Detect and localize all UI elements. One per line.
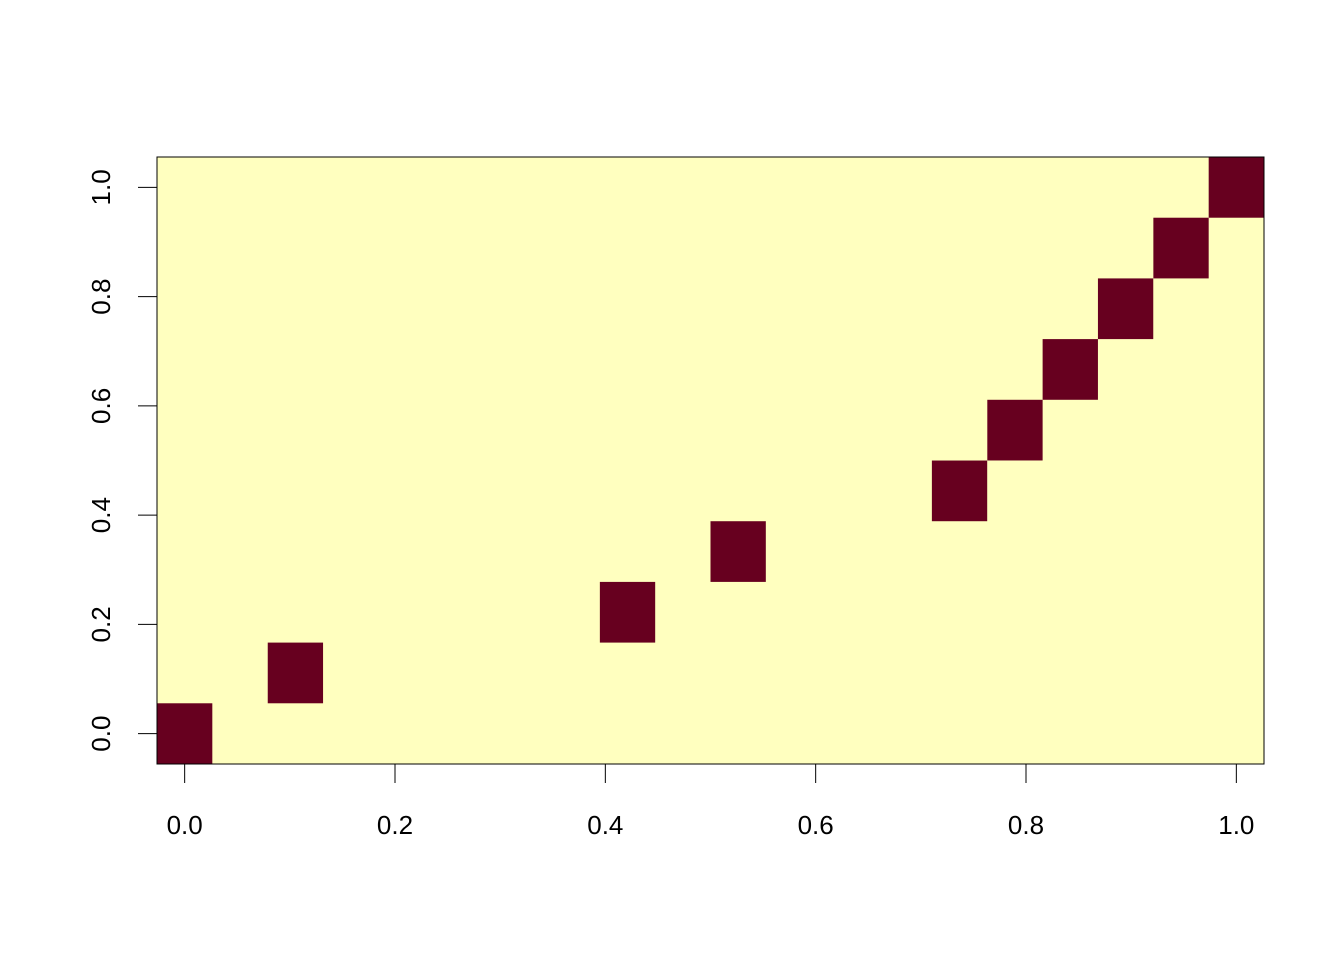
heatmap-cells bbox=[157, 157, 1264, 764]
heatmap-cell bbox=[931, 460, 988, 522]
y-axis: 0.0 0.2 0.4 0.6 0.8 1.0 bbox=[86, 169, 158, 752]
heatmap-cell bbox=[599, 581, 656, 643]
heatmap-cell bbox=[1153, 217, 1209, 279]
heatmap-cell bbox=[1208, 157, 1264, 218]
heatmap-cell bbox=[157, 703, 213, 764]
x-tick-label: 0.4 bbox=[587, 810, 623, 840]
x-axis: 0.0 0.2 0.4 0.6 0.8 1.0 bbox=[167, 763, 1254, 840]
y-tick-label: 0.6 bbox=[86, 388, 116, 424]
heatmap-cell bbox=[1097, 278, 1154, 340]
y-tick-label: 0.4 bbox=[86, 497, 116, 533]
heatmap-cell bbox=[987, 399, 1043, 461]
x-tick-label: 0.6 bbox=[798, 810, 834, 840]
x-tick-label: 0.8 bbox=[1008, 810, 1044, 840]
y-tick-label: 1.0 bbox=[86, 169, 116, 205]
heatmap-cell bbox=[267, 642, 324, 704]
heatmap-cell bbox=[710, 521, 766, 582]
x-tick-label: 0.2 bbox=[377, 810, 413, 840]
x-tick-label: 0.0 bbox=[167, 810, 203, 840]
heatmap-background bbox=[157, 157, 1264, 764]
y-tick-label: 0.0 bbox=[86, 716, 116, 752]
y-tick-label: 0.8 bbox=[86, 279, 116, 315]
y-tick-label: 0.2 bbox=[86, 606, 116, 642]
heatmap-cell bbox=[1042, 339, 1098, 400]
x-tick-label: 1.0 bbox=[1218, 810, 1254, 840]
